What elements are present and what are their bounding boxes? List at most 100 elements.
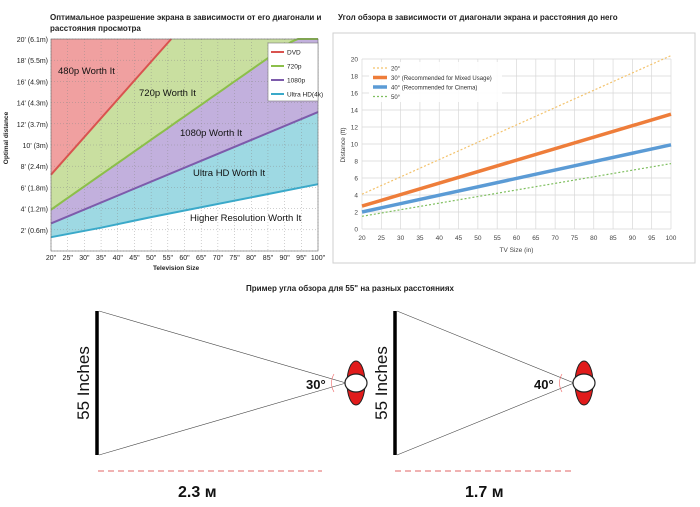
left-screen-size-label: 55 Inches	[74, 346, 93, 420]
region-label: 480p Worth It	[58, 66, 115, 77]
plot-frame	[50, 38, 319, 252]
x-tick-label: 85"	[263, 255, 274, 262]
x-tick-label: 70"	[213, 255, 224, 262]
left-eye	[344, 360, 368, 406]
right-view-line-top	[396, 310, 575, 384]
x-tick-label: 90"	[279, 255, 290, 262]
left-distance-label: 2.3 м	[178, 484, 217, 501]
x-tick-label: 60	[513, 235, 521, 242]
region-720p	[51, 39, 318, 210]
x-tick-label: 35"	[96, 255, 107, 262]
legend-label: 720p	[287, 64, 302, 71]
y-tick-label: 4	[354, 193, 358, 200]
series-line-3	[361, 143, 672, 214]
x-tick-label: 65	[532, 235, 540, 242]
x-axis-title: Television Size	[153, 265, 200, 272]
y-tick-label: 14	[351, 108, 359, 115]
series-line-2	[361, 112, 672, 208]
x-tick-label: 25"	[63, 255, 74, 262]
x-tick-label: 95"	[296, 255, 307, 262]
y-tick-label: 18	[351, 74, 359, 81]
x-tick-label: 75"	[229, 255, 240, 262]
y-tick-label: 8' (2.4m)	[21, 164, 48, 171]
left-view-line-top	[98, 310, 347, 384]
y-tick-label: 10' (3m)	[23, 143, 48, 150]
left-chart-title: Оптимальное разрешение экрана в зависимо…	[50, 13, 322, 33]
series-line-1	[361, 55, 672, 195]
right-view-line-bottom	[396, 382, 575, 456]
right-screen-size-label: 55 Inches	[372, 346, 391, 420]
legend-label: DVD	[287, 50, 301, 57]
left-angle-label: 30°	[306, 377, 326, 392]
right-angle-label: 40°	[534, 377, 554, 392]
y-tick-label: 12' (3.7m)	[17, 122, 48, 129]
x-tick-label: 80"	[246, 255, 257, 262]
y-tick-label: 8	[354, 159, 358, 166]
y-tick-label: 6	[354, 176, 358, 183]
y-tick-label: 10	[351, 142, 359, 149]
x-tick-label: 85	[609, 235, 617, 242]
region-480p	[51, 39, 172, 175]
bottom-diagram-title: Пример угла обзора для 55" на разных рас…	[246, 284, 454, 293]
right-angle-arc	[559, 373, 563, 393]
y-tick-label: 16' (4.9m)	[17, 79, 48, 86]
region-label: Ultra HD Worth It	[193, 168, 266, 179]
legend-box	[369, 62, 502, 102]
region-label: Higher Resolution Worth It	[190, 213, 302, 224]
legend-label: Ultra HD(4k)	[287, 92, 323, 99]
y-tick-label: 16	[351, 91, 359, 98]
y-axis-title: Optimal distance	[3, 111, 10, 164]
x-tick-label: 25	[378, 235, 386, 242]
x-tick-label: 95	[648, 235, 656, 242]
right-legend: 20° 30° (Recommended for Mixed Usage) 40° …	[369, 62, 502, 102]
eye-white-icon	[344, 373, 368, 393]
legend-label: 40° (Recommended for Cinema)	[391, 85, 477, 91]
x-tick-label: 55	[494, 235, 502, 242]
left-view-line-bottom	[98, 382, 347, 456]
right-chart-title: Угол обзора в зависимости от диагонали э…	[338, 13, 618, 22]
series-line-4	[361, 163, 672, 217]
x-tick-label: 55"	[163, 255, 174, 262]
y-tick-label: 6' (1.8m)	[21, 185, 48, 192]
x-tick-label: 30	[397, 235, 405, 242]
x-tick-label: 30"	[79, 255, 90, 262]
right-distance-label: 1.7 м	[465, 484, 504, 501]
x-tick-label: 90	[629, 235, 637, 242]
x-tick-label: 75	[571, 235, 579, 242]
y-tick-label: 14' (4.3m)	[17, 101, 48, 108]
x-tick-label: 50	[474, 235, 482, 242]
right-eye	[572, 360, 596, 406]
y-axis-title: Distance (ft)	[340, 127, 347, 162]
x-tick-label: 45"	[129, 255, 140, 262]
series-line-dvd	[50, 38, 172, 176]
y-tick-label: 18' (5.5m)	[17, 58, 48, 65]
legend-label: 30° (Recommended for Mixed Usage)	[391, 76, 492, 82]
left-angle-arc	[331, 373, 335, 393]
region-label: 720p Worth It	[139, 88, 196, 99]
x-tick-label: 60"	[179, 255, 190, 262]
y-tick-label: 2' (0.6m)	[21, 228, 48, 235]
left-legend: DVD 720p 1080p Ultra HD(4k)	[267, 42, 323, 102]
x-tick-label: 35	[416, 235, 424, 242]
legend-label: 20°	[391, 66, 401, 72]
x-tick-label: 20"	[46, 255, 57, 262]
x-tick-label: 20	[358, 235, 366, 242]
x-axis-title: TV Size (in)	[500, 247, 534, 254]
y-tick-label: 20' (6.1m)	[17, 37, 48, 44]
x-tick-label: 40	[436, 235, 444, 242]
x-tick-label: 45	[455, 235, 463, 242]
series-line-ultra-hd-4k-	[50, 183, 319, 239]
y-tick-label: 20	[351, 57, 359, 64]
x-tick-label: 50"	[146, 255, 157, 262]
x-tick-label: 80	[590, 235, 598, 242]
x-tick-label: 70	[552, 235, 560, 242]
y-tick-label: 2	[354, 210, 358, 217]
series-line-1080p	[50, 111, 319, 225]
eye-white-icon	[572, 373, 596, 393]
x-tick-label: 40"	[113, 255, 124, 262]
legend-label: 50°	[391, 95, 401, 101]
y-tick-label: 12	[351, 125, 359, 132]
